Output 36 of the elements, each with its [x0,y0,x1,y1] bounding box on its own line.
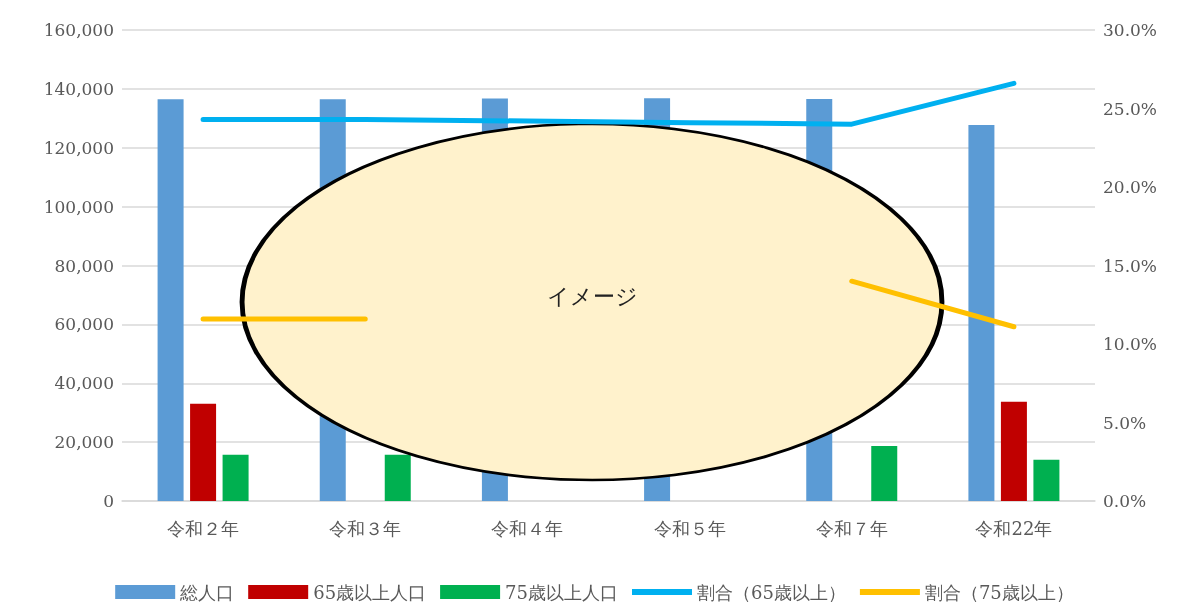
x-tick-label: 令和２年 [167,517,240,539]
x-tick-label: 令和22年 [975,517,1053,539]
bar [1033,459,1060,501]
bar [190,403,217,501]
y-tick-label: 120,000 [43,137,114,158]
bar [968,125,995,501]
y2-tick-label: 20.0% [1103,177,1158,197]
y2-tick-label: 0.0% [1103,491,1147,511]
y2-tick-label: 30.0% [1103,20,1158,40]
legend-label: 総人口 [179,581,235,603]
y-tick-label: 140,000 [43,78,114,99]
x-tick-label: 令和３年 [329,517,402,539]
annotation: イメージ [545,283,639,311]
bar [384,454,411,501]
y2-tick-label: 5.0% [1103,412,1147,433]
y2-tick-label: 15.0% [1103,255,1158,276]
bar [222,454,249,501]
x-tick-label: 令和７年 [815,517,888,539]
y-tick-label: 40,000 [54,373,114,394]
y-tick-label: 100,000 [43,196,114,217]
legend-label: 65歳以上人口 [313,581,427,603]
legend-label: 割合（65歳以上） [697,581,846,603]
x-tick-label: 令和５年 [653,517,726,539]
y-tick-label: 80,000 [54,255,114,276]
y-tick-label: 20,000 [54,432,114,453]
bar [1000,401,1027,501]
y2-tick-label: 25.0% [1103,98,1158,119]
x-tick-label: 令和４年 [491,517,564,539]
y2-tick-label: 10.0% [1103,334,1158,354]
legend-label: 割合（75歳以上） [924,581,1074,603]
bar [871,445,898,501]
y-tick-label: 0 [103,491,114,511]
legend-label: 75歳以上人口 [505,581,618,603]
y-tick-label: 160,000 [43,20,114,40]
bar [157,99,184,501]
y-tick-label: 60,000 [54,314,114,335]
